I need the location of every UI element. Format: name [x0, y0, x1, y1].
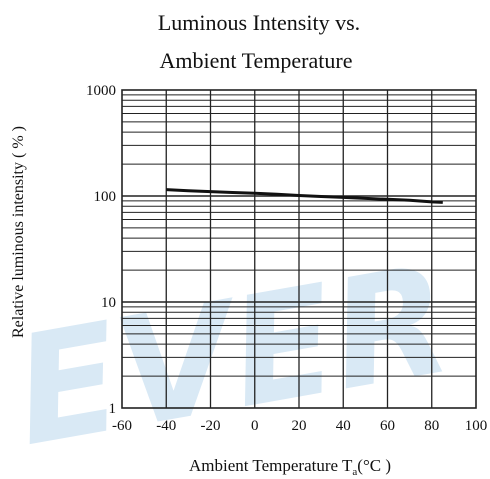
y-tick-label: 1 [109, 401, 117, 417]
x-tick-label: 40 [336, 418, 351, 434]
y-tick-label: 10 [101, 295, 116, 311]
y-tick-label: 100 [94, 189, 117, 205]
grid [122, 90, 476, 408]
x-tick-label: -20 [201, 418, 221, 434]
x-tick-label: 20 [292, 418, 307, 434]
plot-frame [121, 89, 477, 409]
y-axis-label: Relative luminous intensity ( % ) [10, 126, 27, 338]
x-tick-label: 0 [251, 418, 259, 434]
chart-title-line-2: Ambient Temperature [160, 48, 353, 73]
x-tick-label: -40 [156, 418, 176, 434]
series-line [166, 188, 443, 204]
x-axis-label-unit: (°C ) [357, 456, 391, 475]
y-tick-label: 1000 [86, 83, 116, 99]
chart-title-line-1: Luminous Intensity vs. [158, 10, 360, 35]
x-tick-label: 100 [465, 418, 488, 434]
x-axis-label-main: Ambient Temperature T [189, 456, 353, 475]
x-tick-label: -60 [112, 418, 132, 434]
x-axis-label-subscript: a [352, 466, 357, 478]
x-axis-label: Ambient Temperature Ta(°C ) [189, 456, 391, 478]
x-tick-label: 80 [424, 418, 439, 434]
x-tick-labels: -60 -40 -20 0 20 40 60 80 100 [112, 418, 487, 434]
y-tick-labels: 1 10 100 1000 [86, 83, 116, 417]
x-tick-label: 60 [380, 418, 395, 434]
